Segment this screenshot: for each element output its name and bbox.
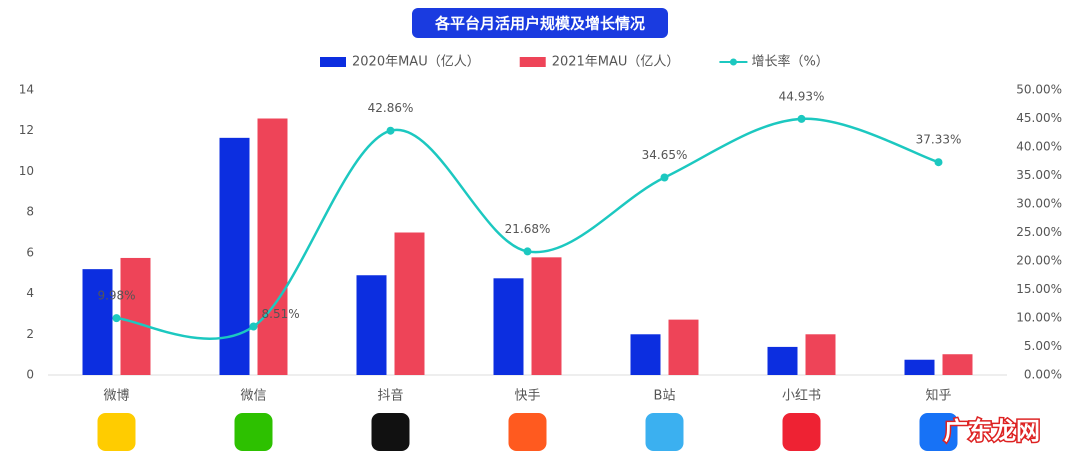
bar	[767, 346, 798, 375]
data-label: 37.33%	[916, 133, 962, 147]
bar	[630, 334, 661, 375]
bar	[120, 257, 151, 375]
line-point	[523, 247, 532, 256]
y2-tick-label: 15.00%	[1016, 282, 1062, 296]
y2-tick-label: 25.00%	[1016, 225, 1062, 239]
y2-tick-label: 0.00%	[1024, 368, 1062, 382]
line-point	[934, 158, 943, 167]
legend-label: 2020年MAU（亿人）	[352, 55, 480, 70]
y2-tick-label: 50.00%	[1016, 83, 1062, 97]
y-tick-label: 8	[26, 205, 34, 219]
y-tick-label: 14	[19, 83, 34, 97]
y2-tick-label: 10.00%	[1016, 311, 1062, 325]
legend-swatch	[320, 57, 346, 67]
y-tick-label: 2	[26, 327, 34, 341]
title-box	[412, 8, 668, 38]
bar	[356, 275, 387, 375]
bar	[394, 232, 425, 375]
x-tick-label: 微博	[103, 389, 129, 404]
line-point	[797, 114, 806, 123]
bar	[493, 278, 524, 375]
x-tick-label: 微信	[240, 389, 266, 404]
platform-icon	[919, 413, 958, 451]
x-tick-label: B站	[654, 389, 676, 404]
y2-tick-label: 20.00%	[1016, 254, 1062, 268]
platform-icon	[371, 413, 410, 451]
data-label: 44.93%	[779, 89, 825, 103]
platform-icon	[97, 413, 136, 451]
bar	[82, 269, 113, 375]
data-label: 8.51%	[262, 307, 300, 321]
y-tick-label: 12	[19, 123, 34, 137]
line-point	[249, 322, 258, 331]
chart-title: 各平台月活用户规模及增长情况	[434, 15, 645, 33]
line-point	[386, 126, 395, 135]
data-label: 42.86%	[368, 101, 414, 115]
bar	[904, 359, 935, 375]
x-tick-label: 快手	[514, 389, 540, 404]
platform-icon	[782, 413, 821, 451]
watermark: 广东龙网	[944, 417, 1040, 445]
y-tick-label: 0	[26, 368, 34, 382]
line-point	[660, 173, 669, 182]
y-tick-label: 4	[26, 286, 34, 300]
x-tick-label: 抖音	[377, 388, 403, 404]
line-point	[112, 314, 121, 323]
legend-swatch	[519, 57, 546, 67]
legend-dot	[729, 58, 737, 66]
platform-icon	[234, 413, 273, 451]
y-tick-label: 10	[19, 164, 34, 178]
y2-tick-label: 30.00%	[1016, 197, 1062, 211]
bar	[942, 354, 973, 375]
y2-tick-label: 40.00%	[1016, 140, 1062, 154]
platform-icon	[645, 413, 684, 451]
bar	[668, 319, 699, 375]
y2-tick-label: 5.00%	[1024, 339, 1062, 353]
data-label: 9.98%	[97, 289, 135, 303]
data-label: 21.68%	[505, 222, 551, 236]
bar	[219, 137, 250, 375]
y-tick-label: 6	[26, 245, 34, 259]
bar	[257, 118, 288, 375]
legend-label: 2021年MAU（亿人）	[552, 55, 680, 70]
bar	[805, 334, 836, 375]
y2-tick-label: 45.00%	[1016, 111, 1062, 125]
bar	[531, 257, 562, 375]
x-tick-label: 知乎	[925, 388, 951, 404]
x-tick-label: 小红书	[782, 388, 821, 404]
platform-icon	[508, 413, 547, 451]
y2-tick-label: 35.00%	[1016, 168, 1062, 182]
data-label: 34.65%	[642, 148, 688, 162]
legend-label: 增长率（%）	[751, 54, 828, 70]
